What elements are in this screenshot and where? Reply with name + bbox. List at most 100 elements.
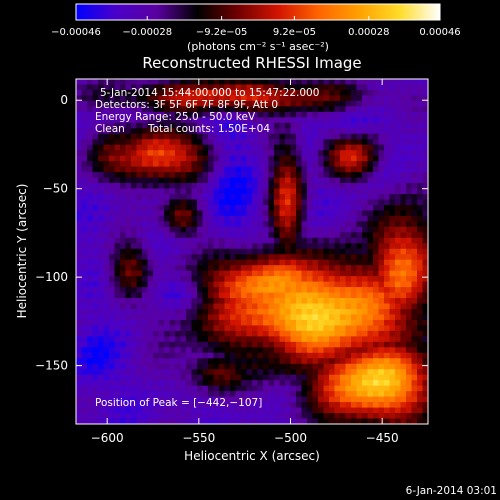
heatmap-cell (169, 237, 176, 244)
heatmap-cell (301, 177, 308, 184)
heatmap-cell (417, 319, 424, 327)
heatmap-cell (279, 309, 286, 316)
heatmap-cell (235, 226, 242, 233)
heatmap-cell (268, 95, 275, 102)
heatmap-cell (235, 243, 242, 250)
heatmap-cell (158, 199, 165, 206)
heatmap-cell (158, 325, 165, 332)
heatmap-cell (235, 298, 242, 305)
heatmap-cell (158, 172, 165, 179)
heatmap-cell (367, 210, 374, 217)
heatmap-cell (301, 166, 308, 173)
heatmap-cell (274, 298, 281, 305)
heatmap-cell (191, 111, 198, 118)
heatmap-cell (389, 336, 396, 343)
heatmap-cell (202, 226, 209, 233)
heatmap-cell (197, 84, 204, 91)
heatmap-cell (114, 243, 121, 250)
heatmap-cell (389, 363, 396, 370)
heatmap-cell (125, 79, 132, 86)
heatmap-cell (312, 95, 319, 102)
heatmap-cell (268, 106, 275, 113)
heatmap-cell (263, 133, 270, 140)
heatmap-cell (224, 122, 231, 129)
heatmap-cell (417, 270, 424, 277)
heatmap-cell (197, 341, 204, 348)
heatmap-cell (235, 287, 242, 294)
heatmap-cell (340, 303, 347, 310)
heatmap-cell (191, 309, 198, 316)
heatmap-cell (158, 155, 165, 162)
heatmap-cell (169, 95, 176, 102)
heatmap-cell (362, 128, 369, 135)
heatmap-cell (279, 106, 286, 113)
heatmap-cell (213, 369, 220, 376)
heatmap-cell (87, 385, 94, 392)
heatmap-cell (274, 325, 281, 332)
colorbar-units: (photons cm⁻² s⁻¹ asec⁻²) (187, 40, 329, 53)
heatmap-cell (400, 111, 407, 118)
heatmap-cell (175, 413, 182, 420)
heatmap-cell (98, 150, 105, 157)
heatmap-cell (384, 314, 391, 321)
heatmap-cell (92, 319, 99, 327)
heatmap-cell (158, 341, 165, 348)
heatmap-cell (153, 347, 160, 354)
heatmap-cell (120, 319, 127, 327)
heatmap-cell (268, 281, 275, 288)
heatmap-cell (175, 100, 182, 107)
heatmap-cell (373, 309, 380, 316)
heatmap-cell (252, 161, 259, 168)
heatmap-cell (356, 248, 363, 255)
heatmap-cell (131, 287, 138, 294)
heatmap-cell (422, 133, 428, 140)
heatmap-cell (186, 281, 193, 288)
heatmap-cell (98, 177, 105, 184)
heatmap-cell (120, 341, 127, 348)
heatmap-cell (235, 172, 242, 179)
heatmap-cell (351, 215, 358, 222)
heatmap-cell (202, 413, 209, 420)
heatmap-cell (422, 237, 428, 244)
heatmap-cell (307, 385, 314, 392)
heatmap-cell (367, 374, 374, 381)
heatmap-cell (125, 413, 132, 420)
heatmap-cell (109, 100, 116, 107)
heatmap-cell (125, 336, 132, 343)
heatmap-cell (103, 150, 110, 157)
heatmap-cell (345, 221, 352, 228)
heatmap-cell (389, 391, 396, 398)
heatmap-cell (367, 248, 374, 255)
heatmap-cell (279, 314, 286, 321)
heatmap-cell (323, 276, 330, 283)
heatmap-cell (373, 144, 380, 151)
heatmap-cell (169, 150, 176, 157)
heatmap-cell (411, 336, 418, 343)
heatmap-cell (312, 226, 319, 233)
heatmap-cell (279, 352, 286, 359)
heatmap-cell (411, 111, 418, 118)
heatmap-cell (153, 391, 160, 398)
heatmap-cell (246, 95, 253, 102)
heatmap-cell (384, 309, 391, 316)
heatmap-cell (274, 418, 281, 424)
heatmap-cell (345, 309, 352, 316)
heatmap-cell (279, 84, 286, 91)
heatmap-cell (120, 298, 127, 305)
heatmap-cell (81, 139, 88, 146)
heatmap-cell (340, 319, 347, 327)
heatmap-cell (103, 363, 110, 370)
heatmap-cell (400, 166, 407, 173)
heatmap-cell (153, 369, 160, 376)
heatmap-cell (114, 380, 121, 387)
heatmap-cell (378, 133, 385, 140)
heatmap-cell (384, 139, 391, 146)
heatmap-cell (274, 352, 281, 359)
heatmap-cell (87, 369, 94, 376)
heatmap-cell (230, 166, 237, 173)
heatmap-cell (263, 259, 270, 266)
heatmap-cell (263, 89, 270, 97)
heatmap-cell (301, 303, 308, 310)
heatmap-cell (345, 281, 352, 288)
heatmap-cell (241, 128, 248, 135)
